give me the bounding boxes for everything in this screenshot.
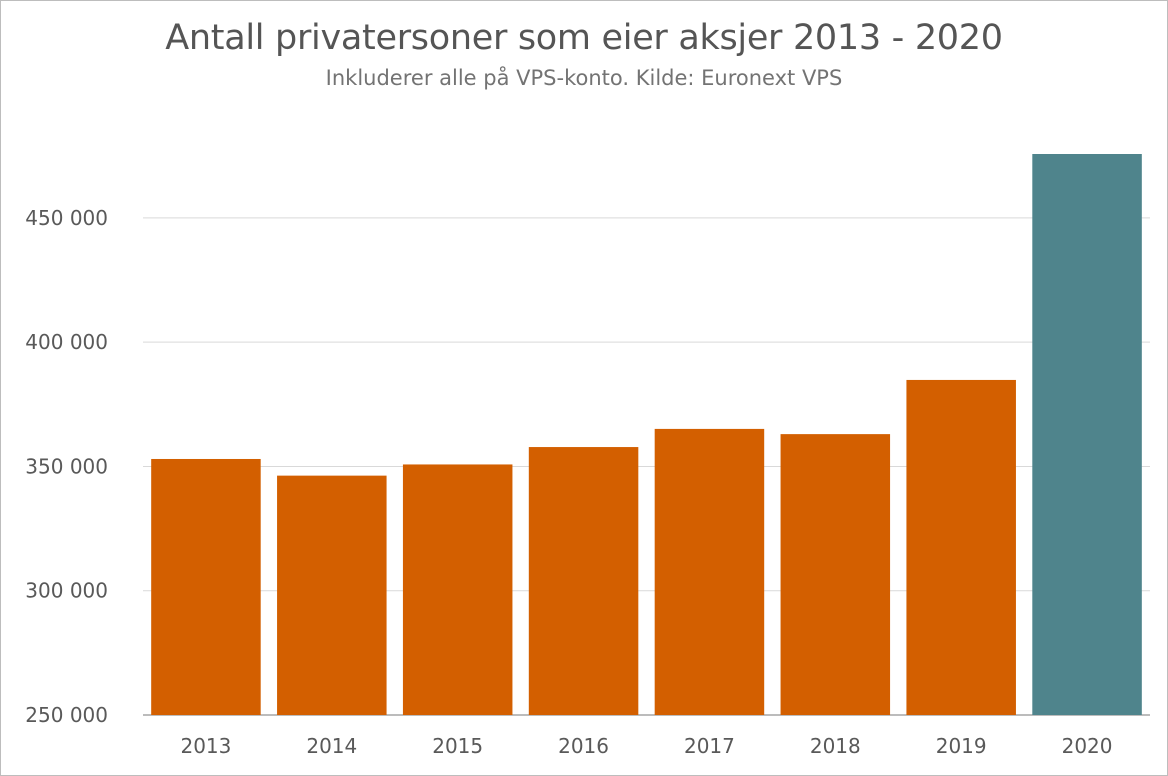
- x-axis-ticks: 2013 2014 2015 2016 2017 2018 2019 2020: [180, 734, 1112, 758]
- bars: [151, 154, 1142, 715]
- x-tick-label: 2015: [432, 734, 483, 758]
- y-tick-label: 350 000: [25, 454, 108, 478]
- x-tick-label: 2013: [180, 734, 231, 758]
- x-tick-label: 2018: [810, 734, 861, 758]
- bar-2014: [277, 475, 387, 715]
- y-tick-label: 250 000: [25, 703, 108, 727]
- y-tick-label: 450 000: [25, 206, 108, 230]
- y-tick-label: 400 000: [25, 330, 108, 354]
- x-tick-label: 2020: [1062, 734, 1113, 758]
- bar-2016: [528, 447, 639, 715]
- x-tick-label: 2016: [558, 734, 609, 758]
- chart-subtitle: Inkluderer alle på VPS-konto. Kilde: Eur…: [325, 66, 843, 90]
- x-tick-label: 2014: [306, 734, 357, 758]
- chart-title: Antall privatersoner som eier aksjer 201…: [165, 18, 1003, 58]
- x-tick-label: 2017: [684, 734, 735, 758]
- y-axis-ticks: 250 000 300 000 350 000 400 000 450 000: [25, 206, 108, 727]
- bar-2017: [654, 428, 765, 715]
- bar-2013: [151, 458, 261, 715]
- bar-2015: [402, 464, 513, 715]
- bar-2018: [780, 434, 891, 715]
- y-tick-label: 300 000: [25, 579, 108, 603]
- bar-2019: [906, 379, 1016, 715]
- x-tick-label: 2019: [936, 734, 987, 758]
- bar-2020: [1032, 154, 1142, 715]
